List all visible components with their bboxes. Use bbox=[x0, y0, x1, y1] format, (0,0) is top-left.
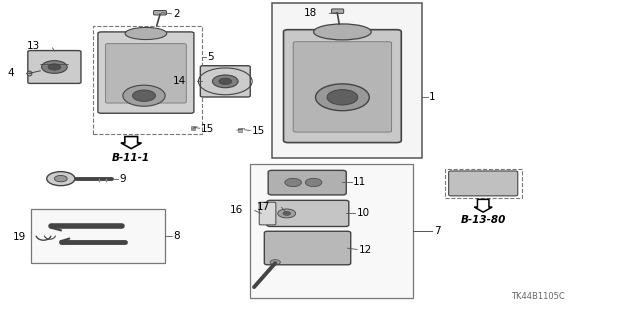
Text: 10: 10 bbox=[356, 208, 370, 219]
Text: 8: 8 bbox=[173, 231, 180, 241]
Bar bbox=[31, 209, 165, 263]
FancyBboxPatch shape bbox=[259, 202, 276, 225]
Circle shape bbox=[219, 78, 232, 85]
Bar bbox=[250, 164, 413, 298]
Bar bbox=[445, 169, 522, 198]
Text: 14: 14 bbox=[172, 76, 186, 86]
Circle shape bbox=[316, 84, 369, 111]
Circle shape bbox=[285, 178, 301, 187]
FancyBboxPatch shape bbox=[98, 32, 194, 113]
Circle shape bbox=[270, 260, 280, 265]
Text: B-11-1: B-11-1 bbox=[112, 153, 150, 163]
Bar bbox=[272, 3, 422, 158]
FancyBboxPatch shape bbox=[106, 44, 186, 103]
Text: 18: 18 bbox=[303, 8, 317, 19]
FancyArrow shape bbox=[474, 199, 492, 212]
Circle shape bbox=[132, 90, 156, 101]
FancyBboxPatch shape bbox=[264, 231, 351, 265]
FancyBboxPatch shape bbox=[449, 171, 518, 196]
Circle shape bbox=[47, 172, 75, 186]
Text: 12: 12 bbox=[358, 245, 372, 256]
Text: 15: 15 bbox=[201, 124, 214, 134]
Circle shape bbox=[212, 75, 238, 88]
Text: 1: 1 bbox=[429, 92, 435, 102]
Text: 9: 9 bbox=[120, 174, 126, 184]
Circle shape bbox=[327, 90, 358, 105]
Ellipse shape bbox=[125, 27, 167, 40]
FancyBboxPatch shape bbox=[268, 170, 346, 195]
FancyBboxPatch shape bbox=[284, 30, 401, 143]
Circle shape bbox=[305, 178, 322, 187]
FancyArrow shape bbox=[121, 137, 141, 149]
FancyBboxPatch shape bbox=[293, 42, 392, 132]
Text: 19: 19 bbox=[12, 232, 26, 242]
Circle shape bbox=[278, 209, 296, 218]
Ellipse shape bbox=[314, 24, 371, 40]
Text: 11: 11 bbox=[353, 177, 367, 188]
FancyBboxPatch shape bbox=[267, 200, 349, 226]
FancyBboxPatch shape bbox=[28, 50, 81, 84]
FancyBboxPatch shape bbox=[154, 11, 166, 15]
Circle shape bbox=[42, 61, 67, 73]
FancyBboxPatch shape bbox=[332, 9, 344, 13]
Circle shape bbox=[123, 85, 165, 106]
Text: B-13-80: B-13-80 bbox=[461, 215, 506, 225]
Text: TK44B1105C: TK44B1105C bbox=[511, 292, 564, 300]
Text: 16: 16 bbox=[230, 205, 243, 215]
Circle shape bbox=[54, 175, 67, 182]
Text: 13: 13 bbox=[26, 41, 40, 51]
Text: 2: 2 bbox=[173, 9, 179, 19]
Circle shape bbox=[283, 211, 291, 215]
Text: 17: 17 bbox=[257, 202, 270, 212]
Text: 4: 4 bbox=[8, 68, 14, 78]
FancyBboxPatch shape bbox=[200, 66, 250, 97]
Text: 5: 5 bbox=[207, 52, 214, 63]
Text: 15: 15 bbox=[252, 126, 265, 136]
Circle shape bbox=[48, 64, 61, 70]
Text: 7: 7 bbox=[434, 226, 440, 236]
